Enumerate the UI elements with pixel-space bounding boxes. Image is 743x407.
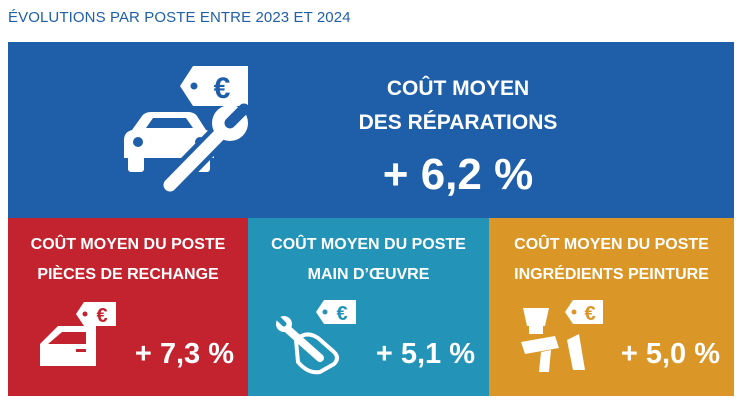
card-title: COÛT MOYEN DU POSTE INGRÉDIENTS PEINTURE (489, 230, 734, 290)
main-value: + 6,2 % (382, 150, 534, 199)
card-title-line2: INGRÉDIENTS PEINTURE (514, 266, 709, 283)
card-title: COÛT MOYEN DU POSTE MAIN D’ŒUVRE (248, 230, 489, 290)
euro-symbol: € (584, 303, 595, 325)
main-panel-repair-cost: € COÛT MOYEN DES RÉPARATIONS + 6,2 % (8, 42, 734, 218)
card-title-line1: COÛT MOYEN DU POSTE (30, 236, 226, 253)
hand-wrench-euro-tag-icon: € (274, 296, 369, 376)
card-title-line1: COÛT MOYEN DU POSTE (271, 236, 466, 253)
spray-gun-euro-tag-icon: € (515, 296, 610, 376)
card-title-line2: PIÈCES DE RECHANGE (37, 266, 219, 283)
car-wrench-euro-tag-icon: € (118, 60, 258, 195)
card-title: COÛT MOYEN DU POSTE PIÈCES DE RECHANGE (8, 230, 248, 290)
card-labor: COÛT MOYEN DU POSTE MAIN D’ŒUVRE € + 5,1… (248, 218, 489, 396)
card-paint-ingredients: COÛT MOYEN DU POSTE INGRÉDIENTS PEINTURE… (489, 218, 734, 396)
main-title-line1: COÛT MOYEN (386, 77, 530, 100)
card-title-line2: MAIN D’ŒUVRE (307, 266, 430, 283)
main-title-line2: DES RÉPARATIONS (358, 111, 558, 134)
card-value: + 7,3 % (134, 338, 234, 370)
euro-symbol: € (336, 303, 347, 325)
card-value: + 5,0 % (620, 338, 720, 370)
car-door-euro-tag-icon: € (34, 298, 124, 373)
card-title-line1: COÛT MOYEN DU POSTE (514, 236, 709, 253)
page-title: ÉVOLUTIONS PAR POSTE ENTRE 2023 ET 2024 (8, 9, 351, 26)
euro-symbol: € (96, 305, 107, 327)
euro-symbol: € (214, 72, 231, 105)
main-title: COÛT MOYEN DES RÉPARATIONS (308, 72, 608, 140)
card-spare-parts: COÛT MOYEN DU POSTE PIÈCES DE RECHANGE €… (8, 218, 248, 396)
card-value: + 5,1 % (375, 338, 475, 370)
